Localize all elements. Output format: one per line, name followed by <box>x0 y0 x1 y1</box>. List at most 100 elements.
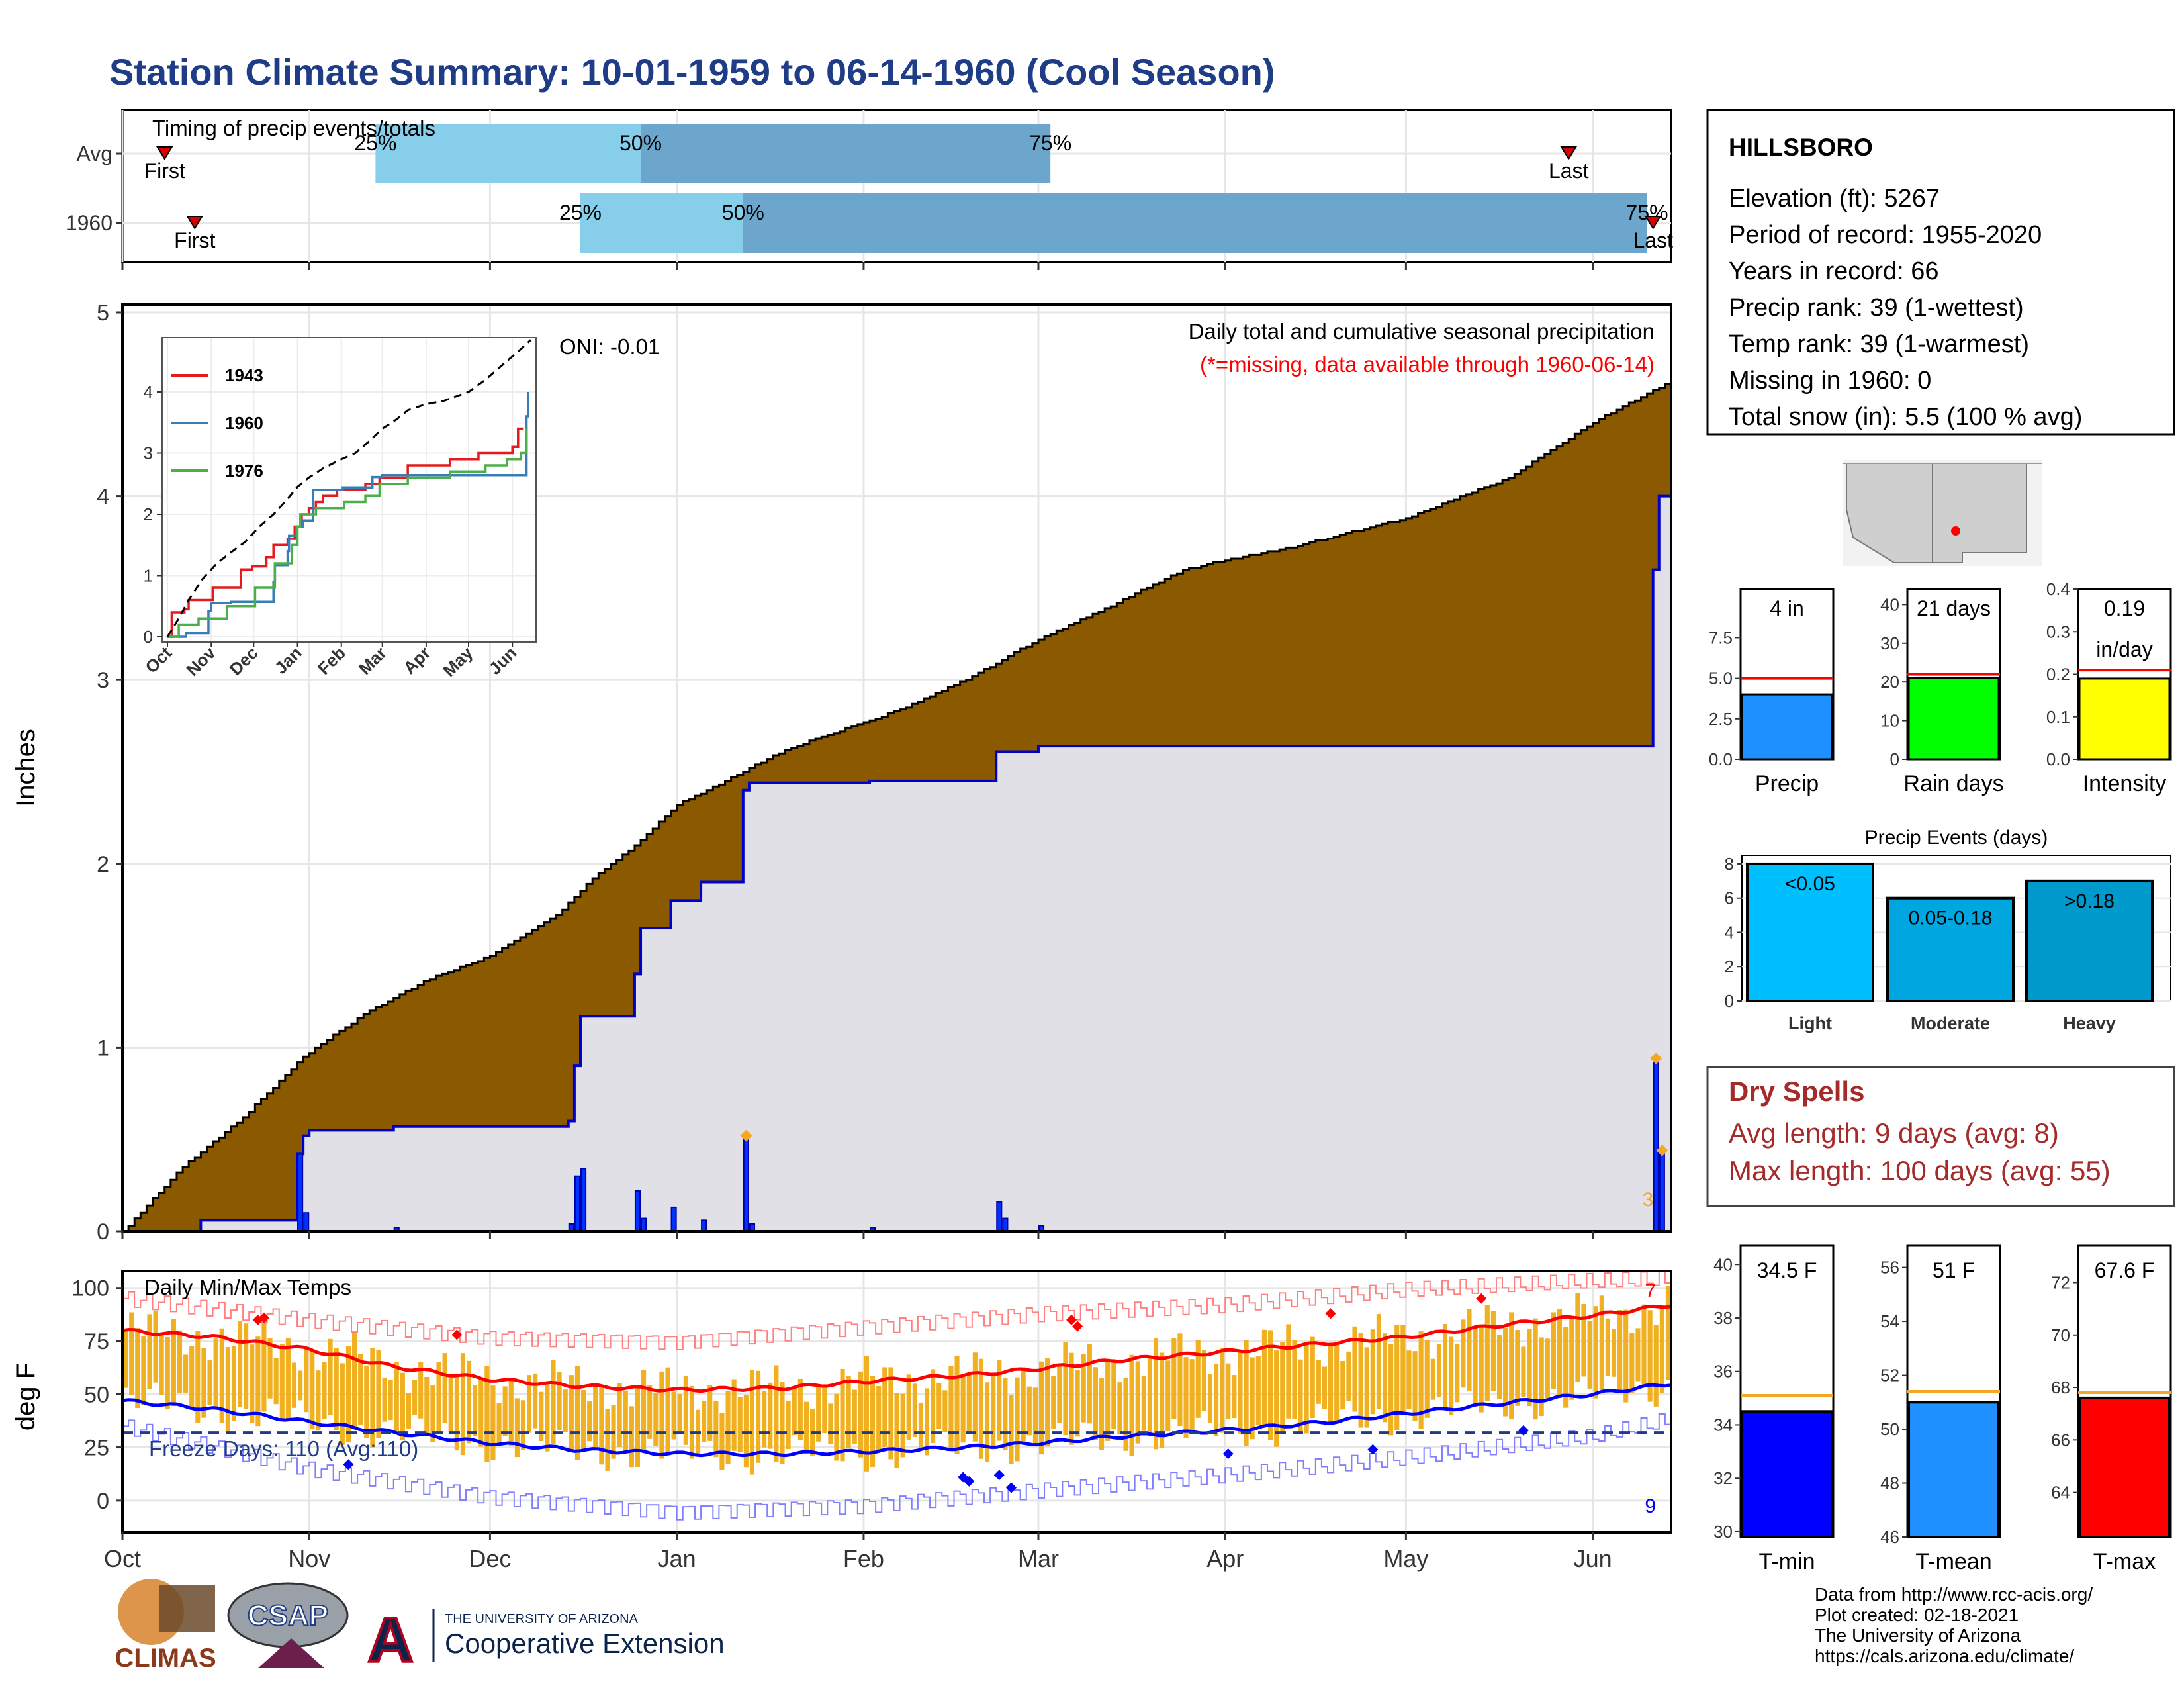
daily-temp-bar <box>448 1374 453 1432</box>
temp-summary-y-tick-label: 50 <box>1880 1419 1899 1439</box>
daily-temp-bar <box>593 1383 598 1448</box>
temp-summary-y-tick-label: 52 <box>1880 1366 1899 1385</box>
daily-temp-bar <box>1183 1357 1189 1438</box>
daily-temp-bar <box>1455 1344 1460 1403</box>
month-tick-label: Dec <box>469 1545 511 1572</box>
daily-temp-bar <box>1418 1331 1424 1429</box>
temp-summary-y-tick-label: 66 <box>2051 1430 2070 1450</box>
credit-line: https://cals.arizona.edu/climate/ <box>1815 1646 2074 1666</box>
inset-legend-label: 1960 <box>225 413 263 433</box>
daily-temp-bar <box>279 1344 285 1419</box>
daily-temp-bar <box>659 1371 664 1459</box>
daily-temp-bar <box>1081 1354 1086 1423</box>
daily-temp-bar <box>496 1403 502 1444</box>
timing-title: Timing of precip events/totals <box>152 116 435 140</box>
temp-y-tick-label: 0 <box>97 1489 109 1514</box>
daily-temp-bar <box>991 1375 996 1450</box>
daily-temp-bar <box>1105 1358 1111 1441</box>
events-range-label: 0.05-0.18 <box>1909 908 1993 929</box>
station-info-line: Period of record: 1955-2020 <box>1729 221 2042 249</box>
daily-temp-bar <box>454 1374 459 1451</box>
daily-temp-bar <box>255 1336 261 1427</box>
daily-temp-bar <box>442 1353 447 1423</box>
daily-temp-bar <box>376 1350 381 1438</box>
daily-temp-bar <box>1141 1376 1146 1431</box>
daily-temp-bar <box>1015 1377 1020 1462</box>
state-new-mexico-shape <box>1932 463 2027 563</box>
events-range-label: >0.18 <box>2064 890 2115 912</box>
daily-temp-bar <box>370 1348 375 1448</box>
daily-temp-bar <box>1593 1306 1598 1399</box>
logo-csap: CSAP <box>227 1582 349 1668</box>
daily-temp-bar <box>557 1372 562 1430</box>
month-tick-label: Jun <box>1574 1545 1612 1572</box>
daily-temp-bar <box>1449 1336 1454 1415</box>
timing-percent-label: 50% <box>722 201 764 224</box>
month-tick-label: Oct <box>104 1545 141 1572</box>
station-info-line: Precip rank: 39 (1-wettest) <box>1729 294 2024 322</box>
timing-last-label: Last <box>1633 228 1673 252</box>
month-tick-label: Nov <box>288 1545 330 1572</box>
large-event-diamond <box>1650 1053 1662 1065</box>
temp-summary-bar-T-min <box>1741 1410 1833 1538</box>
station-info-line: Years in record: 66 <box>1729 258 1939 285</box>
events-y-tick-label: 4 <box>1725 922 1734 942</box>
temp-summary-bar-label: T-max <box>2093 1549 2156 1574</box>
daily-temp-bar <box>641 1369 647 1451</box>
events-bar-label: Heavy <box>2063 1013 2116 1033</box>
daily-temp-bar <box>780 1382 785 1464</box>
daily-temp-bar <box>719 1413 725 1470</box>
daily-temp-bars <box>123 1286 1670 1475</box>
timing-bars <box>375 124 1647 253</box>
daily-temp-bar <box>997 1360 1002 1441</box>
daily-temp-bar <box>978 1358 984 1459</box>
csap-logo-text: CSAP <box>248 1599 328 1632</box>
events-bar-label: Light <box>1788 1013 1832 1033</box>
credit-line: The University of Arizona <box>1815 1625 2021 1646</box>
summary-y-tick-label: 0.2 <box>2046 665 2070 684</box>
daily-temp-bar <box>1111 1359 1116 1430</box>
daily-temp-bar <box>1364 1347 1369 1428</box>
timing-bar-q1-q2 <box>580 193 743 253</box>
daily-temp-bar <box>1165 1360 1171 1432</box>
record-temp-markers <box>252 1293 1529 1493</box>
daily-temp-bar <box>797 1378 803 1440</box>
daily-temp-bar <box>267 1338 273 1399</box>
precip-y-axis: 0 1 2 3 4 5 <box>97 301 1594 1244</box>
temp-summary-y-tick-label: 68 <box>2051 1378 2070 1397</box>
daily-temp-bar <box>183 1354 189 1393</box>
daily-temp-bar <box>508 1378 514 1446</box>
locator-map <box>1843 460 2042 566</box>
daily-temp-bar <box>1539 1337 1544 1416</box>
daily-temp-bar <box>1244 1340 1249 1446</box>
station-lines: Elevation (ft): 5267 Period of record: 19… <box>1729 185 2082 431</box>
daily-temp-bar <box>1653 1325 1659 1407</box>
daily-temp-bar <box>756 1370 761 1463</box>
daily-temp-bar <box>852 1389 857 1444</box>
daily-temp-bar <box>768 1382 773 1449</box>
temp-summary-charts: 34.5 F 30 32 34 36 38 40 T-min 51 F 46 48 50 52 54 56 T… <box>1713 1244 2172 1574</box>
daily-temp-bar <box>388 1380 393 1421</box>
daily-temp-bar <box>931 1369 936 1444</box>
daily-temp-bar <box>1322 1366 1328 1409</box>
climas-logo-text: CLIMAS <box>114 1644 216 1673</box>
daily-temp-bar <box>340 1363 345 1445</box>
record-high-marker <box>1325 1308 1336 1319</box>
dry-spells-box: Dry Spells Avg length: 9 days (avg: 8) M… <box>1706 1066 2175 1207</box>
daily-temp-bar <box>1557 1309 1563 1399</box>
daily-temp-bar <box>1220 1348 1225 1433</box>
daily-temp-bar <box>1057 1364 1062 1423</box>
daily-temp-bar <box>1123 1378 1128 1451</box>
daily-temp-bar <box>285 1338 291 1421</box>
daily-temp-bar <box>1038 1361 1044 1455</box>
daily-temp-bar <box>1009 1395 1014 1464</box>
daily-temp-bar <box>1274 1350 1279 1447</box>
daily-temp-bar <box>1400 1325 1406 1415</box>
daily-temp-bar <box>195 1331 201 1423</box>
record-low-marker <box>1518 1425 1529 1436</box>
record-high-marker <box>258 1312 269 1323</box>
daily-temp-bar <box>1545 1338 1550 1399</box>
daily-temp-bar <box>1286 1324 1291 1419</box>
daily-temp-bar <box>972 1352 978 1442</box>
summary-y-tick-label: 0.4 <box>2046 579 2070 599</box>
